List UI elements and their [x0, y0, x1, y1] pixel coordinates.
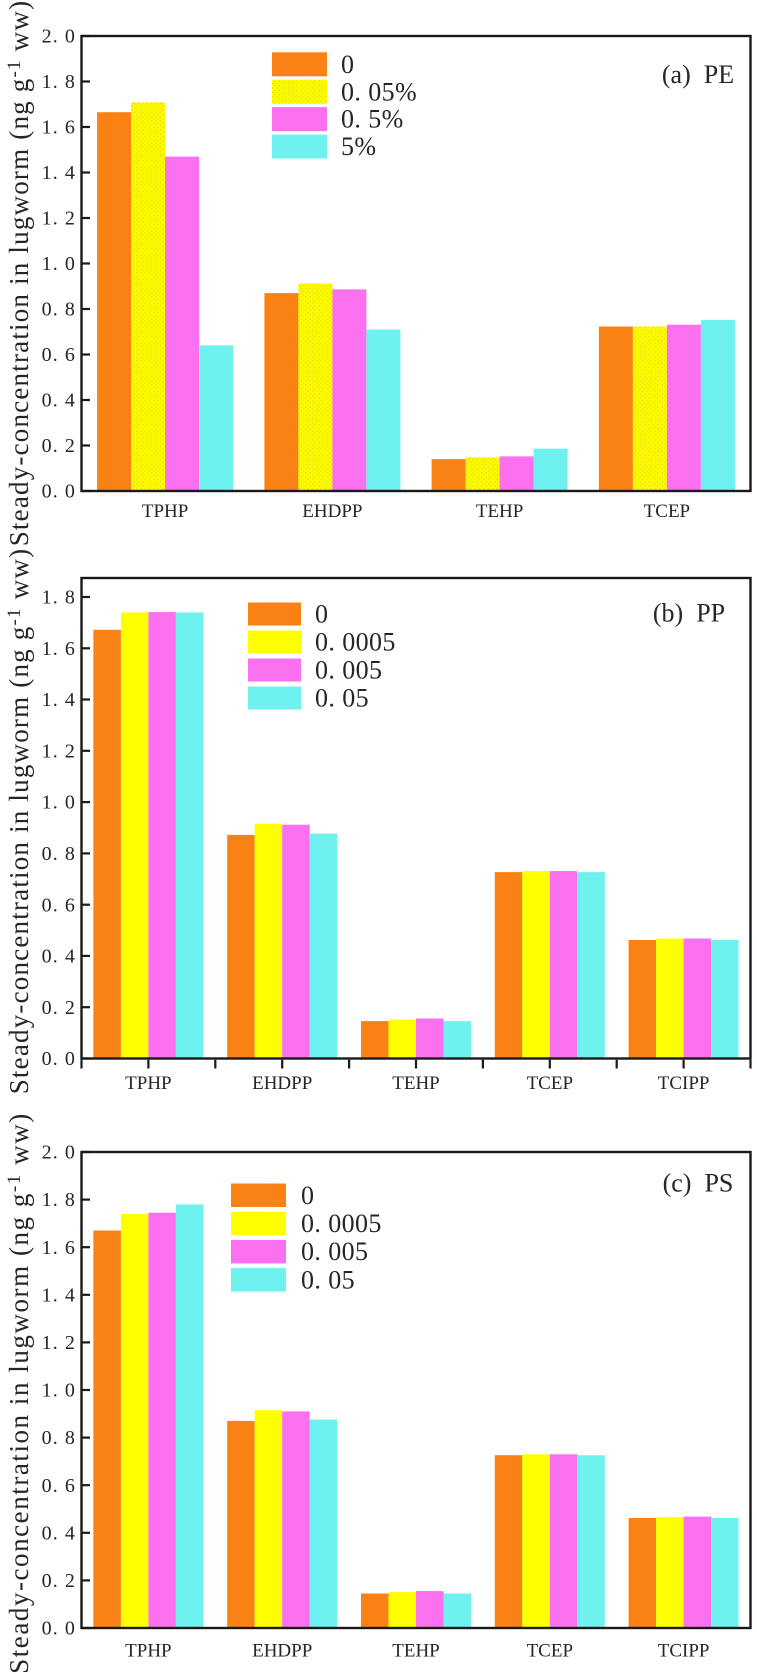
- svg-text:1. 4: 1. 4: [42, 689, 76, 711]
- svg-text:0. 0005: 0. 0005: [301, 1209, 382, 1238]
- svg-text:TPHP: TPHP: [125, 1073, 171, 1094]
- svg-text:1. 6: 1. 6: [42, 117, 76, 139]
- svg-text:1. 0: 1. 0: [42, 792, 76, 814]
- svg-text:Steady-concentration in lugwor: Steady-concentration in lugworm (ng g-1 …: [4, 1112, 34, 1674]
- svg-text:TCIPP: TCIPP: [658, 1073, 710, 1094]
- svg-text:1. 0: 1. 0: [42, 1380, 76, 1402]
- svg-text:1. 0: 1. 0: [42, 253, 76, 275]
- svg-text:0. 4: 0. 4: [42, 946, 76, 968]
- svg-text:2. 0: 2. 0: [42, 26, 76, 48]
- svg-text:0. 5%: 0. 5%: [341, 105, 404, 134]
- svg-text:EHDPP: EHDPP: [302, 501, 362, 522]
- svg-text:1. 2: 1. 2: [42, 740, 76, 762]
- svg-text:1. 8: 1. 8: [42, 1189, 76, 1211]
- svg-text:Steady-concentration in lugwor: Steady-concentration in lugworm (ng g-1 …: [4, 548, 34, 1095]
- svg-text:1. 2: 1. 2: [42, 1332, 76, 1354]
- svg-text:1. 4: 1. 4: [42, 1284, 76, 1306]
- svg-text:0. 2: 0. 2: [42, 1570, 76, 1592]
- svg-text:0. 4: 0. 4: [42, 1522, 76, 1544]
- svg-text:1. 2: 1. 2: [42, 208, 76, 230]
- svg-text:0. 8: 0. 8: [42, 299, 76, 321]
- svg-text:Steady-concentration in lugwor: Steady-concentration in lugworm (ng g-1 …: [4, 0, 34, 546]
- svg-text:1. 8: 1. 8: [42, 71, 76, 93]
- svg-text:0. 6: 0. 6: [42, 894, 76, 916]
- svg-text:TCEP: TCEP: [527, 1641, 573, 1662]
- svg-text:TPHP: TPHP: [125, 1641, 171, 1662]
- svg-text:TCEP: TCEP: [644, 501, 690, 522]
- svg-text:0. 6: 0. 6: [42, 1475, 76, 1497]
- svg-text:TEHP: TEHP: [476, 501, 524, 522]
- svg-text:TCIPP: TCIPP: [658, 1641, 710, 1662]
- svg-text:0. 8: 0. 8: [42, 843, 76, 865]
- svg-text:TEHP: TEHP: [392, 1641, 440, 1662]
- svg-text:0. 2: 0. 2: [42, 997, 76, 1019]
- svg-text:1. 4: 1. 4: [42, 162, 76, 184]
- svg-text:0. 0: 0. 0: [42, 1618, 76, 1640]
- svg-text:0. 05: 0. 05: [301, 1265, 355, 1294]
- svg-text:TCEP: TCEP: [527, 1073, 573, 1094]
- svg-text:0. 0005: 0. 0005: [315, 628, 396, 657]
- svg-text:TEHP: TEHP: [392, 1073, 440, 1094]
- svg-text:0. 8: 0. 8: [42, 1427, 76, 1449]
- svg-text:0. 0: 0. 0: [42, 481, 76, 503]
- svg-text:EHDPP: EHDPP: [252, 1073, 312, 1094]
- svg-text:1. 6: 1. 6: [42, 638, 76, 660]
- svg-text:2. 0: 2. 0: [42, 1142, 76, 1164]
- svg-text:0. 4: 0. 4: [42, 390, 76, 412]
- svg-text:0: 0: [315, 600, 328, 629]
- svg-text:1. 8: 1. 8: [42, 587, 76, 609]
- svg-text:5%: 5%: [341, 132, 376, 161]
- svg-text:0. 005: 0. 005: [315, 656, 382, 685]
- svg-text:(b) PP: (b) PP: [653, 599, 725, 628]
- svg-text:EHDPP: EHDPP: [252, 1641, 312, 1662]
- svg-text:(c) PS: (c) PS: [663, 1169, 734, 1198]
- svg-text:0: 0: [301, 1181, 314, 1210]
- svg-text:1. 6: 1. 6: [42, 1237, 76, 1259]
- svg-text:0. 2: 0. 2: [42, 435, 76, 457]
- svg-text:0: 0: [341, 50, 354, 79]
- svg-text:(a) PE: (a) PE: [662, 60, 734, 89]
- svg-text:TPHP: TPHP: [142, 501, 188, 522]
- svg-text:0. 05: 0. 05: [315, 684, 369, 713]
- svg-text:0. 6: 0. 6: [42, 344, 76, 366]
- svg-text:0. 05%: 0. 05%: [341, 77, 417, 106]
- svg-text:0. 005: 0. 005: [301, 1237, 368, 1266]
- svg-text:0. 0: 0. 0: [42, 1048, 76, 1070]
